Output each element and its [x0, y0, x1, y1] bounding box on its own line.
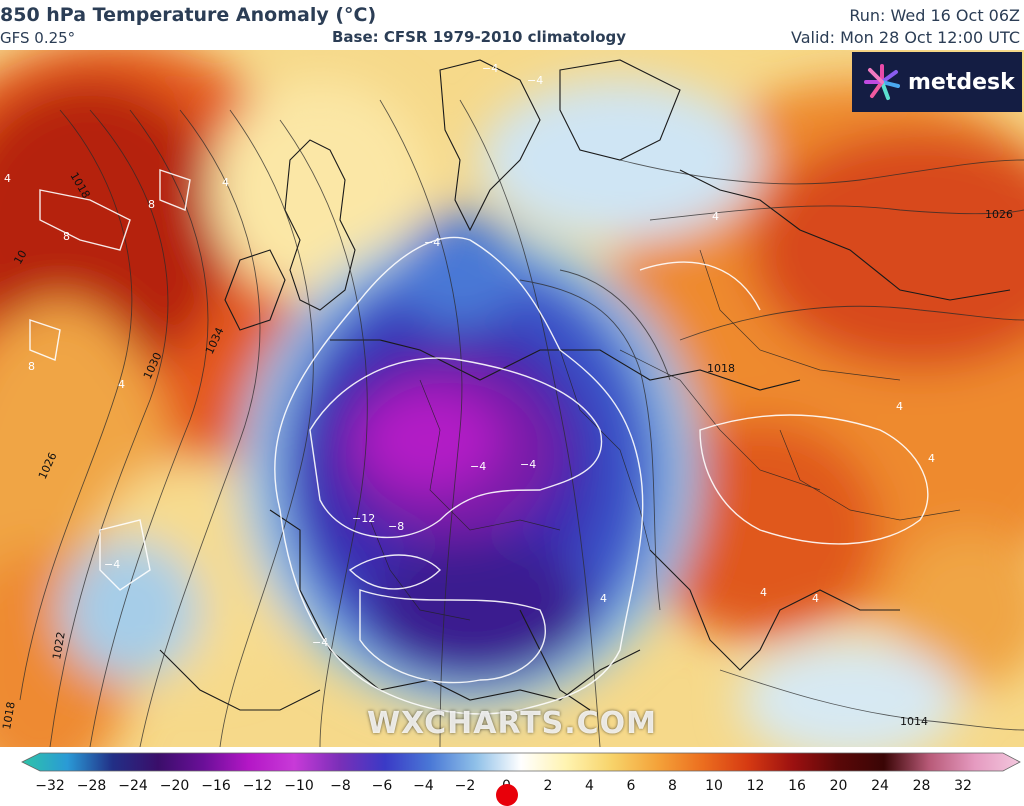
metdesk-logo-text: metdesk — [908, 69, 1015, 95]
colorbar-gradient — [21, 752, 1021, 772]
base-climatology-label: Base: CFSR 1979-2010 climatology — [332, 28, 627, 46]
anomaly-map: 1018 1026 1030 1034 1026 1022 1018 1018 … — [0, 50, 1024, 747]
colorbar-tick-label: −10 — [284, 778, 314, 794]
anomaly-label: 8 — [148, 198, 155, 211]
anomaly-label: 4 — [600, 592, 607, 605]
isobar-label: 1014 — [900, 715, 928, 728]
anomaly-label: 4 — [4, 172, 11, 185]
colorbar-tick-label: −28 — [76, 778, 107, 794]
colorbar-tick-label: −6 — [371, 778, 393, 794]
colorbar-tick-label: 24 — [871, 778, 889, 794]
colorbar-tick-label: 28 — [912, 778, 931, 794]
isobar-label: 1026 — [985, 208, 1013, 221]
isobars — [19, 99, 1024, 747]
colorbar-tick-label: −4 — [413, 778, 434, 794]
model-label: GFS 0.25° — [0, 29, 76, 47]
anomaly-label: 8 — [63, 230, 70, 243]
anomaly-label: 8 — [28, 360, 35, 373]
colorbar-tick-label: 16 — [788, 778, 806, 794]
isobar-label: 1022 — [50, 631, 68, 661]
isobar-label: 1018 — [707, 362, 735, 375]
anomaly-contours — [29, 169, 929, 715]
anomaly-label: −4 — [470, 460, 486, 473]
colorbar-tick-label: 6 — [626, 778, 636, 794]
anomaly-labels: 8 8 8 4 4 4 −4 −4 −4 −4 −8 −12 4 4 4 4 −… — [4, 62, 935, 649]
colorbar-tick-label: −32 — [35, 778, 65, 794]
country-borders — [369, 249, 961, 621]
colorbar-tick-label: −24 — [118, 778, 148, 794]
isobar-label: 10 — [11, 248, 29, 267]
run-time-label: Run: Wed 16 Oct 06Z — [849, 6, 1020, 25]
valid-time-label: Valid: Mon 28 Oct 12:00 UTC — [791, 28, 1020, 47]
colorbar-tick-label: 4 — [585, 778, 594, 794]
anomaly-label: 4 — [812, 592, 819, 605]
anomaly-shading — [0, 50, 1024, 747]
colorbar-zero-marker — [495, 784, 518, 806]
colorbar-tick-label: 32 — [954, 778, 972, 794]
colorbar-tick-label: 12 — [746, 778, 765, 794]
anomaly-label: 4 — [222, 176, 229, 189]
anomaly-label: 4 — [760, 586, 767, 599]
anomaly-label: −4 — [527, 74, 543, 87]
colorbar-tick-label: −2 — [454, 778, 476, 794]
colorbar-tick-label: 10 — [705, 778, 723, 794]
colorbar-tick-label: 20 — [829, 778, 848, 794]
colorbar-tick-label: 8 — [668, 778, 677, 794]
anomaly-label: −4 — [312, 636, 328, 649]
anomaly-label: 4 — [896, 400, 903, 413]
chart-title: 850 hPa Temperature Anomaly (°C) — [0, 4, 377, 26]
colorbar-tick-label: −16 — [201, 778, 231, 794]
anomaly-label: −4 — [520, 458, 536, 471]
colorbar-tick-label: −12 — [242, 778, 273, 794]
colorbar-bar — [21, 752, 1021, 772]
chart-header: 850 hPa Temperature Anomaly (°C) GFS 0.2… — [0, 0, 1024, 50]
anomaly-label: −12 — [352, 512, 375, 525]
coastlines — [159, 59, 1011, 711]
wxcharts-watermark: WXCHARTS.COM — [366, 706, 658, 741]
colorbar-tick-label: −20 — [159, 778, 190, 794]
anomaly-label: −4 — [104, 558, 120, 571]
metdesk-star-icon — [864, 64, 900, 100]
map-canvas: 1018 1026 1030 1034 1026 1022 1018 1018 … — [0, 50, 1024, 747]
anomaly-label: −4 — [424, 236, 440, 249]
anomaly-label: 4 — [928, 452, 935, 465]
anomaly-label: 4 — [118, 378, 125, 391]
anomaly-label: −4 — [482, 62, 498, 75]
metdesk-logo: metdesk — [852, 52, 1022, 112]
colorbar-tick-label: 2 — [543, 778, 553, 794]
anomaly-label: 4 — [712, 210, 719, 223]
anomaly-label: −8 — [388, 520, 404, 533]
colorbar: −32−28−24−20−16−12−10−8−6−4−202468101216… — [0, 748, 1024, 806]
isobar-label: 1018 — [0, 701, 18, 731]
colorbar-tick-label: −8 — [330, 778, 351, 794]
